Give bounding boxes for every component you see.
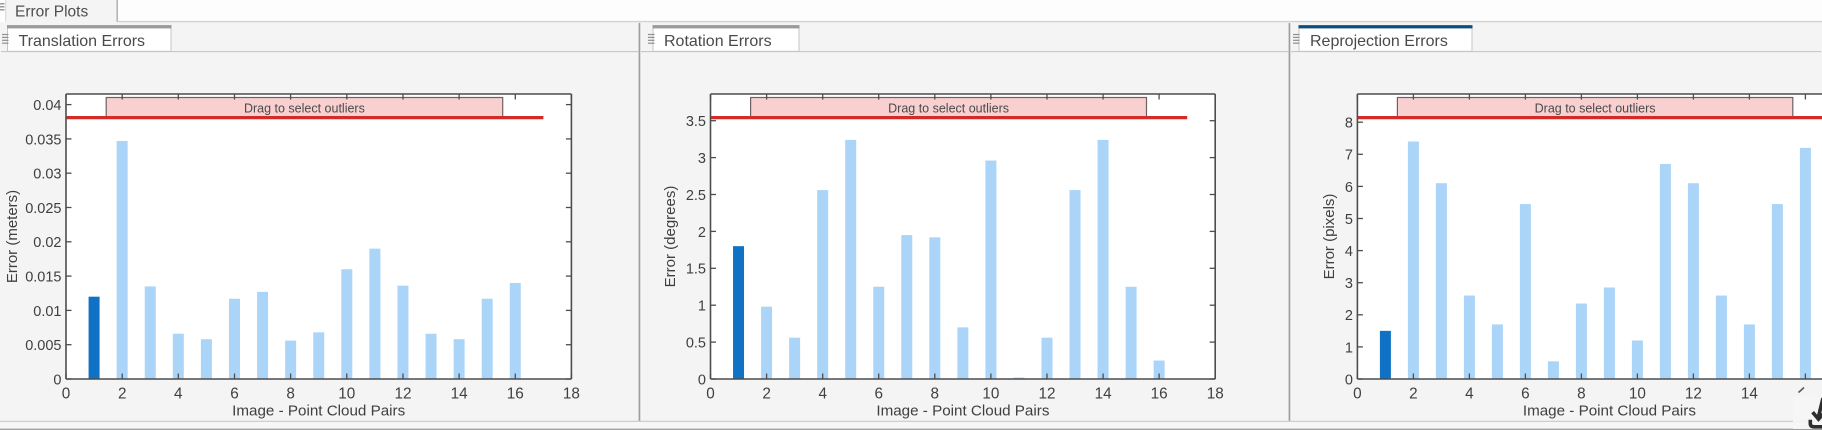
svg-text:3: 3	[1345, 276, 1353, 292]
svg-text:8: 8	[931, 386, 940, 403]
svg-text:12: 12	[1685, 386, 1702, 403]
svg-text:Image - Point Cloud Pairs: Image - Point Cloud Pairs	[1523, 403, 1696, 420]
svg-text:0: 0	[1353, 386, 1362, 403]
svg-text:0.01: 0.01	[33, 304, 61, 320]
svg-text:2.5: 2.5	[686, 188, 706, 204]
svg-text:2: 2	[1409, 386, 1418, 403]
svg-text:Reprojection Errors: Reprojection Errors	[1310, 33, 1448, 50]
svg-text:4: 4	[174, 386, 183, 403]
svg-text:1: 1	[698, 299, 706, 315]
svg-text:12: 12	[1038, 386, 1055, 403]
svg-text:3.5: 3.5	[686, 114, 706, 130]
svg-text:0: 0	[706, 386, 715, 403]
svg-text:10: 10	[982, 386, 999, 403]
svg-text:0.025: 0.025	[25, 201, 61, 217]
svg-text:8: 8	[286, 386, 295, 403]
svg-text:16: 16	[1151, 386, 1168, 403]
svg-text:Translation Errors: Translation Errors	[19, 33, 146, 50]
svg-text:Drag to select outliers: Drag to select outliers	[1535, 102, 1656, 116]
svg-text:Image - Point Cloud Pairs: Image - Point Cloud Pairs	[876, 403, 1049, 420]
svg-text:Image - Point Cloud Pairs: Image - Point Cloud Pairs	[232, 403, 405, 420]
svg-text:18: 18	[1207, 386, 1224, 403]
svg-text:Error Plots: Error Plots	[15, 4, 88, 21]
svg-text:14: 14	[1095, 386, 1113, 403]
svg-text:1.5: 1.5	[686, 262, 706, 278]
svg-text:10: 10	[338, 386, 355, 403]
svg-text:Drag to select outliers: Drag to select outliers	[888, 102, 1009, 116]
svg-text:4: 4	[1345, 244, 1353, 260]
svg-text:6: 6	[874, 386, 883, 403]
svg-text:0.015: 0.015	[25, 270, 61, 286]
svg-text:12: 12	[394, 386, 411, 403]
svg-text:0: 0	[53, 372, 61, 388]
svg-text:18: 18	[563, 386, 580, 403]
svg-text:0: 0	[62, 386, 71, 403]
svg-text:Rotation Errors: Rotation Errors	[664, 33, 772, 50]
svg-text:10: 10	[1629, 386, 1646, 403]
svg-text:0.02: 0.02	[33, 235, 61, 251]
svg-text:2: 2	[762, 386, 771, 403]
svg-text:14: 14	[451, 386, 469, 403]
svg-text:4: 4	[1465, 386, 1474, 403]
svg-text:6: 6	[1521, 386, 1530, 403]
svg-text:0.5: 0.5	[686, 336, 706, 352]
svg-text:0.005: 0.005	[25, 338, 61, 354]
svg-text:0.04: 0.04	[33, 98, 61, 114]
svg-text:2: 2	[118, 386, 127, 403]
svg-text:3: 3	[698, 151, 706, 167]
svg-text:0: 0	[1345, 372, 1353, 388]
svg-text:5: 5	[1345, 212, 1353, 228]
svg-text:6: 6	[230, 386, 239, 403]
svg-text:0.035: 0.035	[25, 132, 61, 148]
svg-text:8: 8	[1345, 116, 1353, 132]
svg-text:2: 2	[698, 225, 706, 241]
svg-text:0.03: 0.03	[33, 167, 61, 183]
svg-text:6: 6	[1345, 180, 1353, 196]
svg-text:Drag to select outliers: Drag to select outliers	[244, 102, 365, 116]
svg-text:8: 8	[1577, 386, 1586, 403]
svg-text:Error (pixels): Error (pixels)	[1321, 194, 1338, 280]
svg-text:16: 16	[507, 386, 524, 403]
svg-text:Error (meters): Error (meters)	[4, 190, 21, 283]
svg-text:14: 14	[1741, 386, 1759, 403]
svg-text:2: 2	[1345, 308, 1353, 324]
svg-text:7: 7	[1345, 148, 1353, 164]
svg-text:Error (degrees): Error (degrees)	[662, 186, 679, 288]
svg-text:1: 1	[1345, 340, 1353, 356]
svg-text:4: 4	[818, 386, 827, 403]
svg-text:0: 0	[698, 372, 706, 388]
